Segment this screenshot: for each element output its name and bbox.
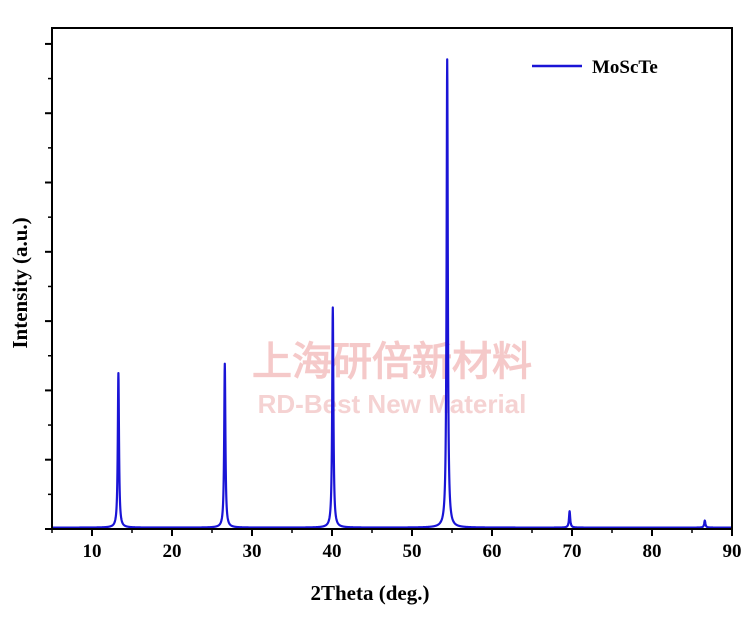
x-tick-label: 60 xyxy=(483,541,502,562)
watermark-chinese: 上海研倍新材料 xyxy=(252,339,532,385)
plot-frame xyxy=(51,27,733,530)
legend: MoScTe xyxy=(532,57,658,78)
axis-ticks xyxy=(45,42,733,536)
x-tick-label: 80 xyxy=(643,541,662,562)
watermark-english: RD-Best New Material xyxy=(258,389,527,419)
watermark: 上海研倍新材料 RD-Best New Material xyxy=(252,339,532,419)
tick-labels: 10 20 30 40 50 60 70 80 90 xyxy=(83,541,742,562)
x-axis-title: 2Theta (deg.) xyxy=(311,581,430,605)
series-line-moscte xyxy=(51,58,733,529)
x-tick-label: 90 xyxy=(723,541,742,562)
x-tick-label: 10 xyxy=(83,541,102,562)
legend-label-moscte: MoScTe xyxy=(592,57,658,78)
peak-point xyxy=(447,60,448,61)
x-tick-label: 30 xyxy=(243,541,262,562)
x-tick-label: 50 xyxy=(403,541,422,562)
peak-point xyxy=(332,308,333,309)
x-tick-label: 40 xyxy=(323,541,342,562)
peak-point xyxy=(118,374,119,375)
peak-point xyxy=(704,521,705,522)
peak-point xyxy=(569,512,570,513)
x-tick-label: 70 xyxy=(563,541,582,562)
peak-point xyxy=(224,365,225,366)
series-layer xyxy=(51,58,733,529)
x-tick-label: 20 xyxy=(163,541,182,562)
y-axis-title: Intensity (a.u.) xyxy=(8,217,32,348)
